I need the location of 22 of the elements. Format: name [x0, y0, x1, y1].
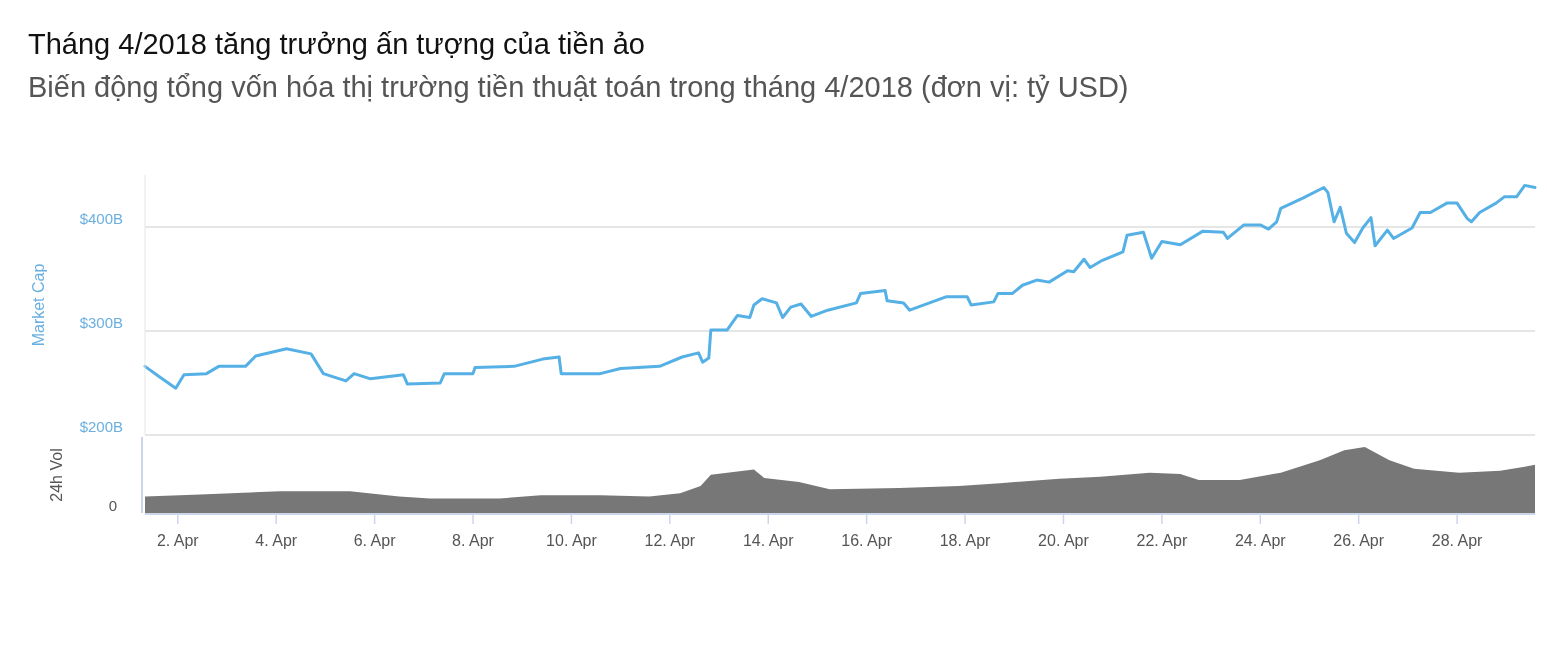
y-tick-label: $200B [79, 418, 123, 435]
x-tick-label: 24. Apr [1234, 532, 1287, 549]
x-tick-label: 6. Apr [353, 532, 397, 549]
y-axis-title: Market Cap [30, 263, 47, 347]
x-tick-label: 4. Apr [255, 532, 298, 549]
x-tick-label: 8. Apr [452, 532, 495, 549]
y-axis-title: 24h Vol [48, 448, 65, 502]
x-tick-label: 2. Apr [156, 532, 200, 549]
x-tick-label: 14. Apr [742, 532, 795, 549]
x-tick-label: 12. Apr [644, 532, 696, 549]
x-tick-label: 26. Apr [1333, 532, 1385, 549]
x-tick-label: 16. Apr [841, 532, 893, 549]
text: 0 [108, 497, 117, 514]
x-tick-label: 18. Apr [939, 532, 992, 549]
chart-subtitle: Biến động tổng vốn hóa thị trường tiền thuật toán trong tháng 4/2018 (đơn vị: tỷ USD) [28, 71, 1129, 103]
y-tick-label: $300B [79, 314, 123, 331]
x-tick-label: 10. Apr [546, 532, 598, 549]
x-tick-label: 22. Apr [1136, 532, 1188, 549]
x-tick-label: 28. Apr [1431, 532, 1484, 549]
chart-title: Tháng 4/2018 tăng trưởng ấn tượng của tiền ảo [28, 28, 646, 60]
y-tick-label: $400B [79, 210, 123, 227]
x-tick-label: 20. Apr [1038, 532, 1090, 549]
